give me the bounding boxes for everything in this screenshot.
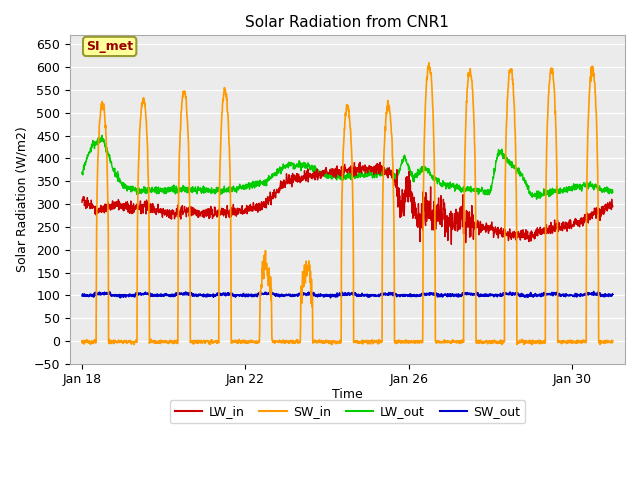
Legend: LW_in, SW_in, LW_out, SW_out: LW_in, SW_in, LW_out, SW_out <box>170 400 525 423</box>
Y-axis label: Solar Radiation (W/m2): Solar Radiation (W/m2) <box>15 127 28 273</box>
X-axis label: Time: Time <box>332 388 363 401</box>
Title: Solar Radiation from CNR1: Solar Radiation from CNR1 <box>246 15 449 30</box>
Text: SI_met: SI_met <box>86 40 133 53</box>
